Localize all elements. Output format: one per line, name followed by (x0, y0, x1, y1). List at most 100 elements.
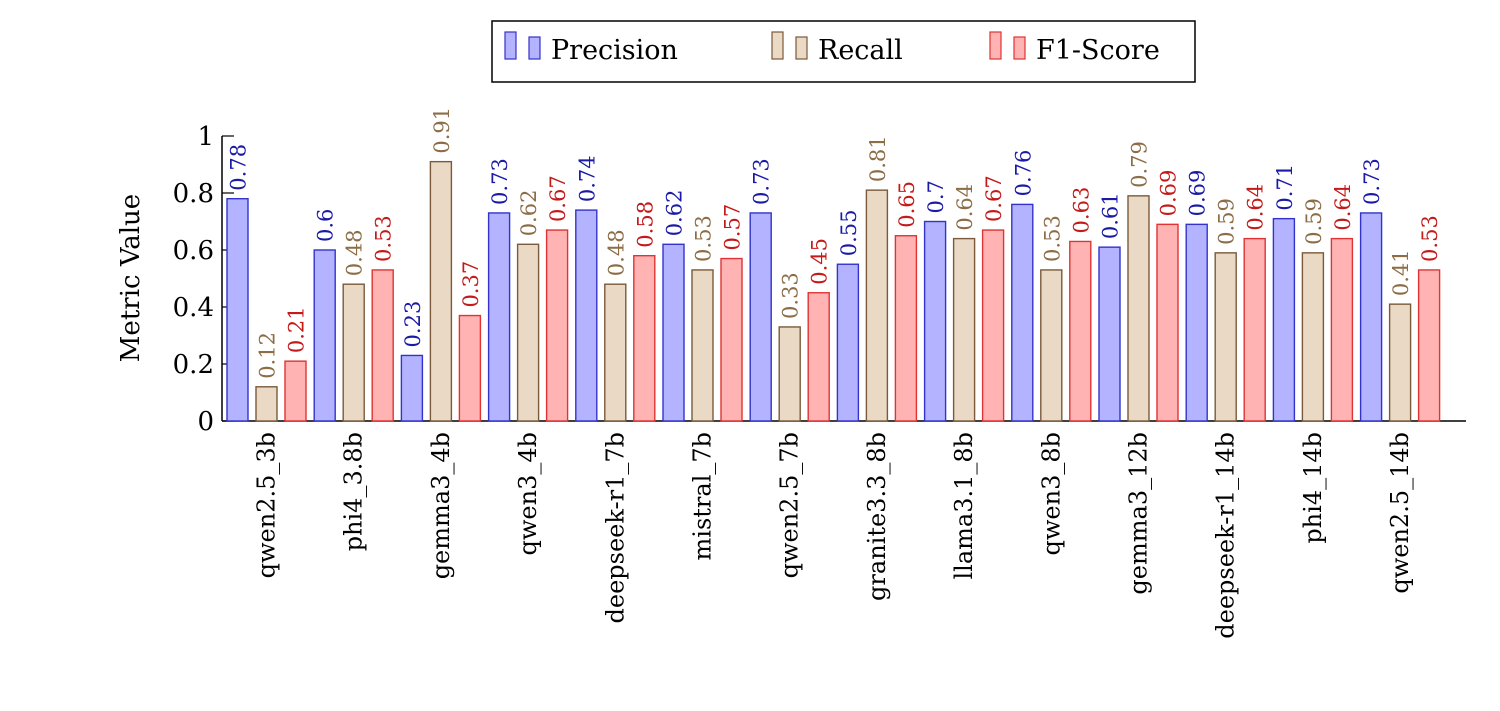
legend-swatch (795, 36, 808, 60)
x-tick-label: deepseek-r1_14b (1212, 432, 1240, 639)
bar (255, 386, 278, 422)
legend-swatch (1013, 36, 1026, 60)
bar (865, 189, 889, 422)
bar (1359, 212, 1383, 422)
data-label: 0.81 (866, 135, 890, 182)
data-label: 0.76 (1011, 150, 1035, 197)
data-label: 0.53 (692, 215, 716, 262)
data-label: 0.53 (1040, 215, 1064, 262)
bar (1301, 252, 1325, 422)
x-tick-label: qwen2.5_14b (1386, 432, 1414, 594)
data-label: 0.73 (750, 158, 774, 205)
y-tick-label: 1 (197, 122, 214, 152)
bar (720, 257, 743, 422)
data-label: 0.59 (1215, 198, 1239, 245)
x-tick-label: qwen3_4b (514, 432, 542, 555)
data-label: 0.79 (1128, 141, 1152, 188)
data-label: 0.23 (401, 301, 425, 348)
bar (1272, 217, 1296, 422)
data-label: 0.91 (430, 107, 454, 154)
data-label: 0.61 (1099, 192, 1123, 239)
legend-swatch (989, 31, 1002, 60)
data-label: 0.62 (517, 190, 541, 237)
data-label: 0.58 (633, 201, 657, 248)
data-label: 0.65 (895, 181, 919, 228)
data-label: 0.63 (1069, 187, 1093, 234)
bar (749, 212, 772, 422)
bar (952, 237, 976, 422)
x-tick-label: phi4_3.8b (340, 432, 368, 551)
y-axis-label: Metric Value (116, 194, 146, 362)
data-label: 0.53 (372, 215, 396, 262)
bar (633, 254, 656, 422)
plot-area: 00.20.40.60.810.780.120.21qwen2.5_3b0.60… (173, 107, 1466, 639)
bar (1330, 237, 1354, 422)
data-label: 0.69 (1186, 170, 1210, 217)
x-tick-label: llama3.1_8b (950, 432, 978, 580)
bar (545, 229, 569, 422)
data-label: 0.64 (1244, 184, 1268, 231)
data-label: 0.55 (837, 209, 861, 256)
data-label: 0.7 (924, 180, 948, 213)
bar (1243, 237, 1266, 422)
data-label: 0.59 (1302, 198, 1326, 245)
bar (807, 292, 830, 422)
bar (1156, 223, 1179, 422)
x-tick-label: qwen3_8b (1037, 432, 1065, 555)
x-tick-label: granite3.3_8b (863, 432, 891, 601)
y-tick-label: 0.8 (173, 179, 214, 209)
legend-swatch (528, 36, 541, 60)
bar (429, 160, 453, 422)
bar (458, 314, 482, 422)
data-label: 0.67 (546, 175, 570, 222)
bar (400, 354, 424, 422)
data-label: 0.48 (343, 229, 367, 276)
data-label: 0.73 (488, 158, 512, 205)
x-tick-label: qwen2.5_7b (776, 432, 804, 578)
bar (313, 249, 336, 422)
bar (836, 263, 860, 422)
legend-swatch (504, 31, 517, 60)
bar (1388, 303, 1412, 422)
data-label: 0.62 (663, 190, 687, 237)
bar (575, 209, 598, 422)
data-label: 0.21 (285, 306, 309, 353)
bar (487, 212, 511, 422)
bar (662, 243, 685, 422)
legend-label: Recall (818, 35, 903, 66)
x-tick-label: deepseek-r1_7b (601, 432, 629, 623)
bar (516, 243, 540, 422)
bar (226, 197, 249, 422)
data-label: 0.69 (1157, 170, 1181, 217)
data-label: 0.33 (779, 272, 803, 319)
data-label: 0.37 (459, 261, 483, 308)
x-tick-label: gemma3_12b (1125, 432, 1153, 595)
bar (342, 283, 365, 422)
legend: Precision Recall F1-Score (491, 20, 1196, 83)
bar (691, 269, 714, 422)
x-tick-label: mistral_7b (689, 432, 717, 560)
bar (894, 235, 918, 422)
data-label: 0.71 (1273, 164, 1297, 211)
bar (604, 283, 627, 422)
legend-label: F1-Score (1036, 35, 1160, 66)
x-tick-label: phi4_14b (1299, 432, 1327, 544)
bar (1098, 246, 1121, 422)
data-label: 0.67 (982, 175, 1006, 222)
data-label: 0.53 (1418, 215, 1442, 262)
data-label: 0.45 (808, 238, 832, 285)
bar (1069, 240, 1092, 422)
data-label: 0.73 (1360, 158, 1384, 205)
bar (284, 360, 307, 422)
bar (1127, 195, 1150, 422)
x-tick-label: qwen2.5_3b (253, 432, 281, 578)
x-tick-label: gemma3_4b (427, 432, 455, 579)
bar (1214, 252, 1237, 422)
bar (1185, 223, 1208, 422)
data-label: 0.64 (1331, 184, 1355, 231)
bar (371, 269, 394, 422)
data-label: 0.78 (227, 144, 251, 191)
legend-label: Precision (551, 35, 678, 66)
legend-swatch (771, 31, 784, 60)
